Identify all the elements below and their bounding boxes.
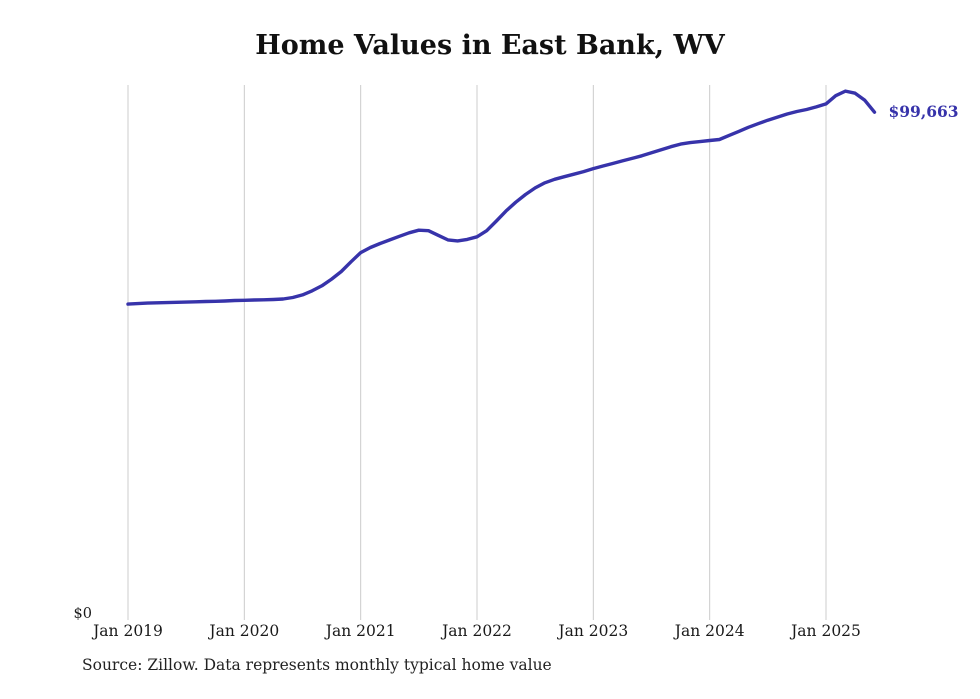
chart-title: Home Values in East Bank, WV [255,30,725,61]
value-line [126,89,877,306]
